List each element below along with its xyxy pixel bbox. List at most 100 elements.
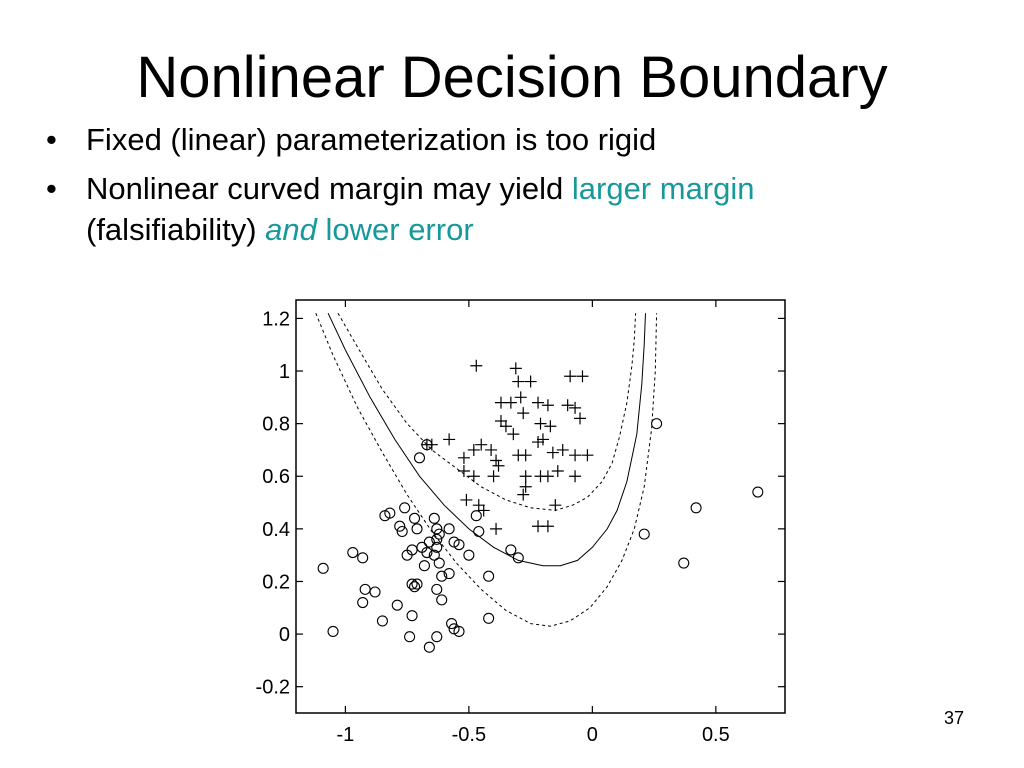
circle-point — [431, 523, 443, 535]
y-tick-label: 1 — [279, 361, 290, 383]
plus-point — [467, 470, 480, 483]
circle-point — [433, 557, 445, 569]
plus-point — [499, 420, 512, 433]
bullet-item-2: • Nonlinear curved margin may yield larg… — [46, 169, 996, 251]
bullet-text-2: Nonlinear curved margin may yield — [86, 170, 572, 206]
plus-point — [514, 391, 527, 404]
plus-point — [569, 449, 582, 462]
plus-point — [519, 449, 532, 462]
circle-point — [473, 525, 485, 538]
y-tick-label: 0.8 — [262, 414, 290, 436]
plus-point — [532, 436, 545, 449]
circle-point — [453, 625, 465, 638]
circle-point — [505, 544, 517, 556]
plus-point — [544, 420, 557, 433]
plus-point — [507, 428, 520, 441]
circle-point — [418, 560, 430, 572]
plus-point — [541, 399, 554, 412]
circle-point — [399, 502, 411, 514]
circle-point — [431, 583, 443, 595]
bullet-marker: • — [46, 122, 57, 157]
decision-boundary-line — [327, 312, 646, 567]
circle-point — [752, 486, 764, 498]
plus-point — [534, 417, 547, 430]
circle-point — [463, 549, 475, 561]
circle-point — [423, 536, 435, 548]
plus-point — [470, 359, 483, 372]
circle-point — [446, 618, 458, 630]
circle-point — [483, 612, 495, 624]
circle-point — [443, 568, 455, 580]
plus-point — [457, 464, 470, 477]
margin-line-2 — [337, 312, 637, 511]
plus-point — [569, 401, 582, 414]
plus-point — [541, 470, 554, 483]
circle-point — [327, 625, 339, 638]
circle-point — [391, 599, 403, 611]
plus-point — [517, 407, 530, 420]
plus-point — [485, 443, 498, 456]
accent-lower-error: lower error — [316, 211, 474, 247]
circle-point — [453, 539, 465, 551]
circle-point — [423, 641, 435, 653]
plus-point — [581, 449, 594, 462]
plus-point — [519, 470, 532, 483]
plus-point — [475, 438, 488, 451]
plus-point — [556, 443, 569, 456]
plus-point — [561, 399, 574, 412]
circle-point — [408, 512, 421, 524]
circle-point — [421, 546, 433, 559]
circle-point — [359, 583, 371, 595]
plus-point — [443, 433, 456, 446]
y-tick-label: 0 — [279, 624, 290, 646]
plus-point — [494, 415, 507, 428]
circle-point — [421, 439, 433, 451]
circle-point — [638, 528, 650, 540]
plus-point — [536, 433, 549, 446]
accent-and: and — [265, 211, 317, 247]
plus-point — [576, 370, 589, 383]
plus-point — [546, 446, 559, 459]
circle-point — [431, 541, 443, 553]
plus-point — [574, 412, 587, 425]
plus-point — [541, 520, 554, 533]
x-tick-label: -0.5 — [452, 724, 486, 746]
circle-point — [413, 452, 426, 464]
y-tick-label: 0.6 — [262, 466, 290, 488]
slide-title: Nonlinear Decision Boundary — [136, 45, 888, 110]
circle-point — [408, 581, 421, 593]
circle-point — [443, 523, 455, 535]
plus-point — [509, 362, 522, 375]
circle-point — [384, 507, 396, 519]
plus-point — [504, 396, 517, 409]
x-tick-label: -1 — [336, 724, 354, 746]
circle-point — [411, 523, 423, 535]
circle-point — [678, 557, 690, 569]
accent-larger-margin: larger margin — [571, 170, 755, 206]
circle-point — [369, 586, 381, 598]
circle-point — [428, 512, 440, 524]
circle-point — [470, 510, 482, 522]
circle-point — [651, 418, 663, 430]
circle-point — [357, 596, 369, 609]
circle-point — [406, 544, 418, 556]
bullet-item-1: • Fixed (linear) parameterization is too… — [46, 120, 996, 161]
plus-point — [512, 375, 525, 388]
plus-point — [487, 470, 500, 483]
circle-point — [411, 578, 423, 590]
plus-point — [517, 488, 530, 501]
bullet-text-2-line2: (falsifiability) — [86, 211, 266, 247]
bullet-text-1: Fixed (linear) parameterization is too r… — [86, 122, 657, 157]
plus-point — [564, 370, 577, 383]
plus-point — [549, 499, 562, 512]
circle-point — [396, 525, 408, 538]
bullet-list: • Fixed (linear) parameterization is too… — [46, 120, 996, 259]
plus-point — [467, 443, 480, 456]
circle-point — [512, 552, 524, 564]
circle-point — [317, 562, 329, 574]
margin-line-1 — [315, 313, 658, 627]
plus-point — [532, 396, 545, 409]
plus-point — [457, 451, 470, 464]
circle-point — [376, 615, 388, 627]
plus-point — [490, 454, 503, 467]
